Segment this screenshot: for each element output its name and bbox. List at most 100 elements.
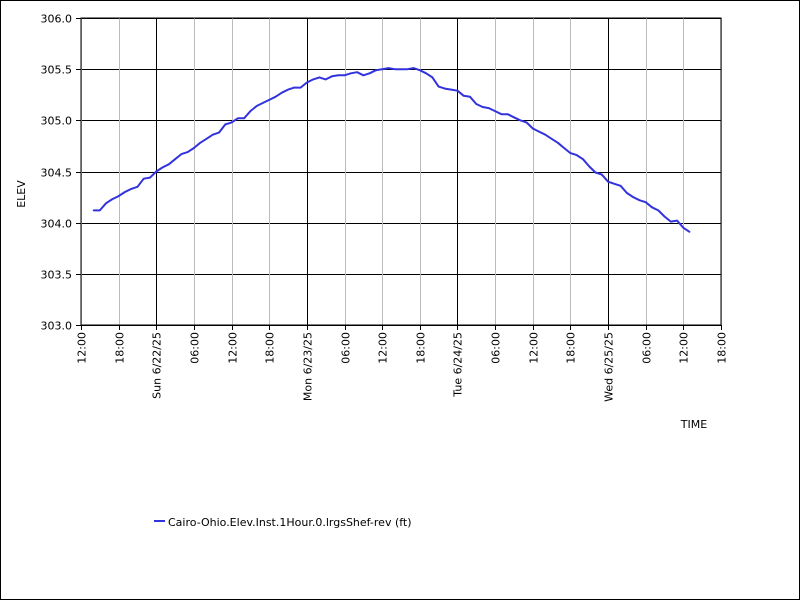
data-point — [293, 86, 296, 89]
data-point — [607, 180, 609, 183]
data-point — [594, 171, 597, 174]
data-point — [243, 117, 245, 120]
x-tick-label: 18:00 — [716, 332, 729, 364]
data-point — [174, 158, 176, 160]
data-point — [180, 153, 183, 155]
data-point — [450, 88, 453, 91]
x-tick-label: 12:00 — [377, 332, 390, 364]
x-tick-label: 06:00 — [189, 332, 202, 364]
data-point — [105, 202, 107, 204]
x-tick-label: 18:00 — [565, 332, 578, 364]
series-layer — [92, 67, 691, 233]
data-point — [111, 198, 114, 200]
x-tick-label: 06:00 — [641, 332, 654, 364]
data-point — [92, 209, 95, 212]
x-tick-label: 12:00 — [227, 332, 240, 364]
data-point — [350, 72, 352, 75]
y-tick-label: 305.5 — [41, 64, 73, 77]
x-tick-label: 12:00 — [528, 332, 541, 364]
data-point — [644, 201, 647, 203]
data-point — [431, 76, 434, 79]
data-point — [525, 121, 528, 124]
data-point — [155, 170, 158, 173]
data-point — [550, 138, 553, 140]
data-point — [218, 131, 220, 134]
x-axis: 12:00 18:00 Sun 6/22/25 06:00 12:00 18:00 Mon … — [76, 325, 729, 402]
data-point — [161, 166, 164, 169]
data-point — [331, 75, 333, 78]
data-point — [575, 154, 578, 156]
data-point — [212, 133, 214, 136]
data-point — [281, 91, 283, 94]
data-point — [99, 209, 101, 212]
data-point — [306, 81, 308, 84]
x-tick-label: Wed 6/25/25 — [603, 332, 616, 402]
x-tick-label: Sun 6/22/25 — [151, 332, 164, 399]
y-axis-label: ELEV — [15, 180, 28, 208]
data-point — [682, 227, 685, 229]
data-point — [168, 163, 170, 166]
x-tick-label: 18:00 — [415, 332, 428, 364]
data-point — [651, 206, 653, 209]
data-point — [400, 68, 402, 70]
data-point — [462, 95, 465, 97]
data-point — [186, 151, 189, 153]
data-point — [519, 119, 521, 122]
legend: Cairo-Ohio.Elev.Inst.1Hour.0.lrgsShef-re… — [154, 516, 412, 529]
data-point — [136, 186, 139, 188]
data-point — [500, 113, 503, 115]
data-point — [444, 87, 446, 90]
data-point — [494, 110, 496, 112]
x-axis-label: TIME — [680, 418, 707, 431]
data-point — [676, 219, 678, 222]
series-line — [93, 67, 691, 233]
y-axis: 303.0 303.5 304.0 304.5 305.0 305.5 306.0 — [41, 13, 81, 333]
x-tick-label: Mon 6/23/25 — [302, 332, 315, 401]
data-point — [230, 121, 233, 124]
data-point — [149, 176, 151, 179]
x-tick-label: 06:00 — [490, 332, 503, 364]
data-point — [601, 173, 603, 176]
x-tick-label: Tue 6/24/25 — [452, 332, 465, 398]
data-point — [670, 220, 672, 223]
data-point — [582, 158, 584, 160]
data-point — [312, 78, 315, 81]
data-point — [563, 147, 565, 149]
data-point — [368, 72, 371, 75]
legend-label: Cairo-Ohio.Elev.Inst.1Hour.0.lrgsShef-re… — [168, 516, 412, 529]
data-point — [199, 142, 201, 144]
data-point — [469, 96, 471, 98]
grid — [81, 18, 722, 326]
data-point — [142, 177, 145, 180]
data-point — [224, 123, 227, 126]
data-point — [532, 127, 534, 130]
data-point — [412, 67, 415, 69]
x-tick-label: 12:00 — [76, 332, 89, 364]
data-point — [193, 147, 195, 149]
data-point — [425, 72, 427, 75]
y-tick-label: 304.5 — [41, 167, 73, 180]
data-point — [237, 117, 239, 120]
data-point — [688, 231, 691, 233]
data-point — [626, 192, 628, 194]
data-point — [287, 88, 289, 91]
data-point — [506, 113, 509, 115]
data-point — [657, 209, 660, 212]
data-point — [381, 68, 384, 70]
data-point — [124, 191, 126, 193]
data-point — [437, 85, 440, 88]
y-tick-label: 303.5 — [41, 269, 73, 282]
data-point — [393, 68, 396, 70]
data-point — [205, 138, 208, 140]
data-point — [588, 165, 590, 168]
data-point — [375, 69, 377, 71]
data-point — [663, 215, 666, 218]
data-point — [419, 69, 421, 71]
data-point — [356, 71, 358, 73]
data-point — [318, 76, 321, 79]
data-point — [274, 96, 277, 98]
y-tick-label: 304.0 — [41, 218, 73, 231]
y-tick-label: 305.0 — [41, 115, 73, 128]
data-point — [475, 103, 478, 105]
